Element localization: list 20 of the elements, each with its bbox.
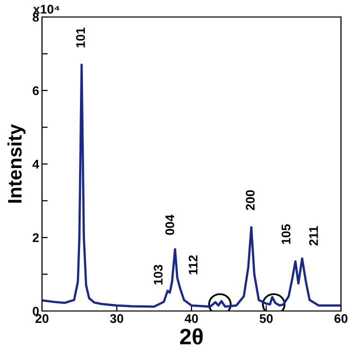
x-tick-label: 40 [184,314,198,323]
x-tick-label: 60 [334,314,348,323]
x-tick-label: 20 [35,314,48,323]
text: x10⁴ [33,4,60,14]
annotation: 200 [246,190,255,210]
x-tick-label: 30 [110,314,124,323]
annotation: 004 [165,214,174,235]
x-tick-label: 50 [260,314,273,323]
x-axis-title: 2θ [180,328,203,345]
annotation: 105 [282,224,290,244]
annotation: 101 [76,28,85,48]
y-tick-label: 4 [32,160,40,169]
y-tick-label: 8 [32,12,39,22]
y-axis-title: Intensity [7,124,26,203]
y-tick-label: 0 [32,306,39,316]
y-tick-label: 2 [32,233,39,242]
y-tick-label: 6 [32,86,39,96]
annotation: 112 [188,255,198,274]
annotation: 103 [154,264,163,284]
annotation: 211 [309,226,318,246]
